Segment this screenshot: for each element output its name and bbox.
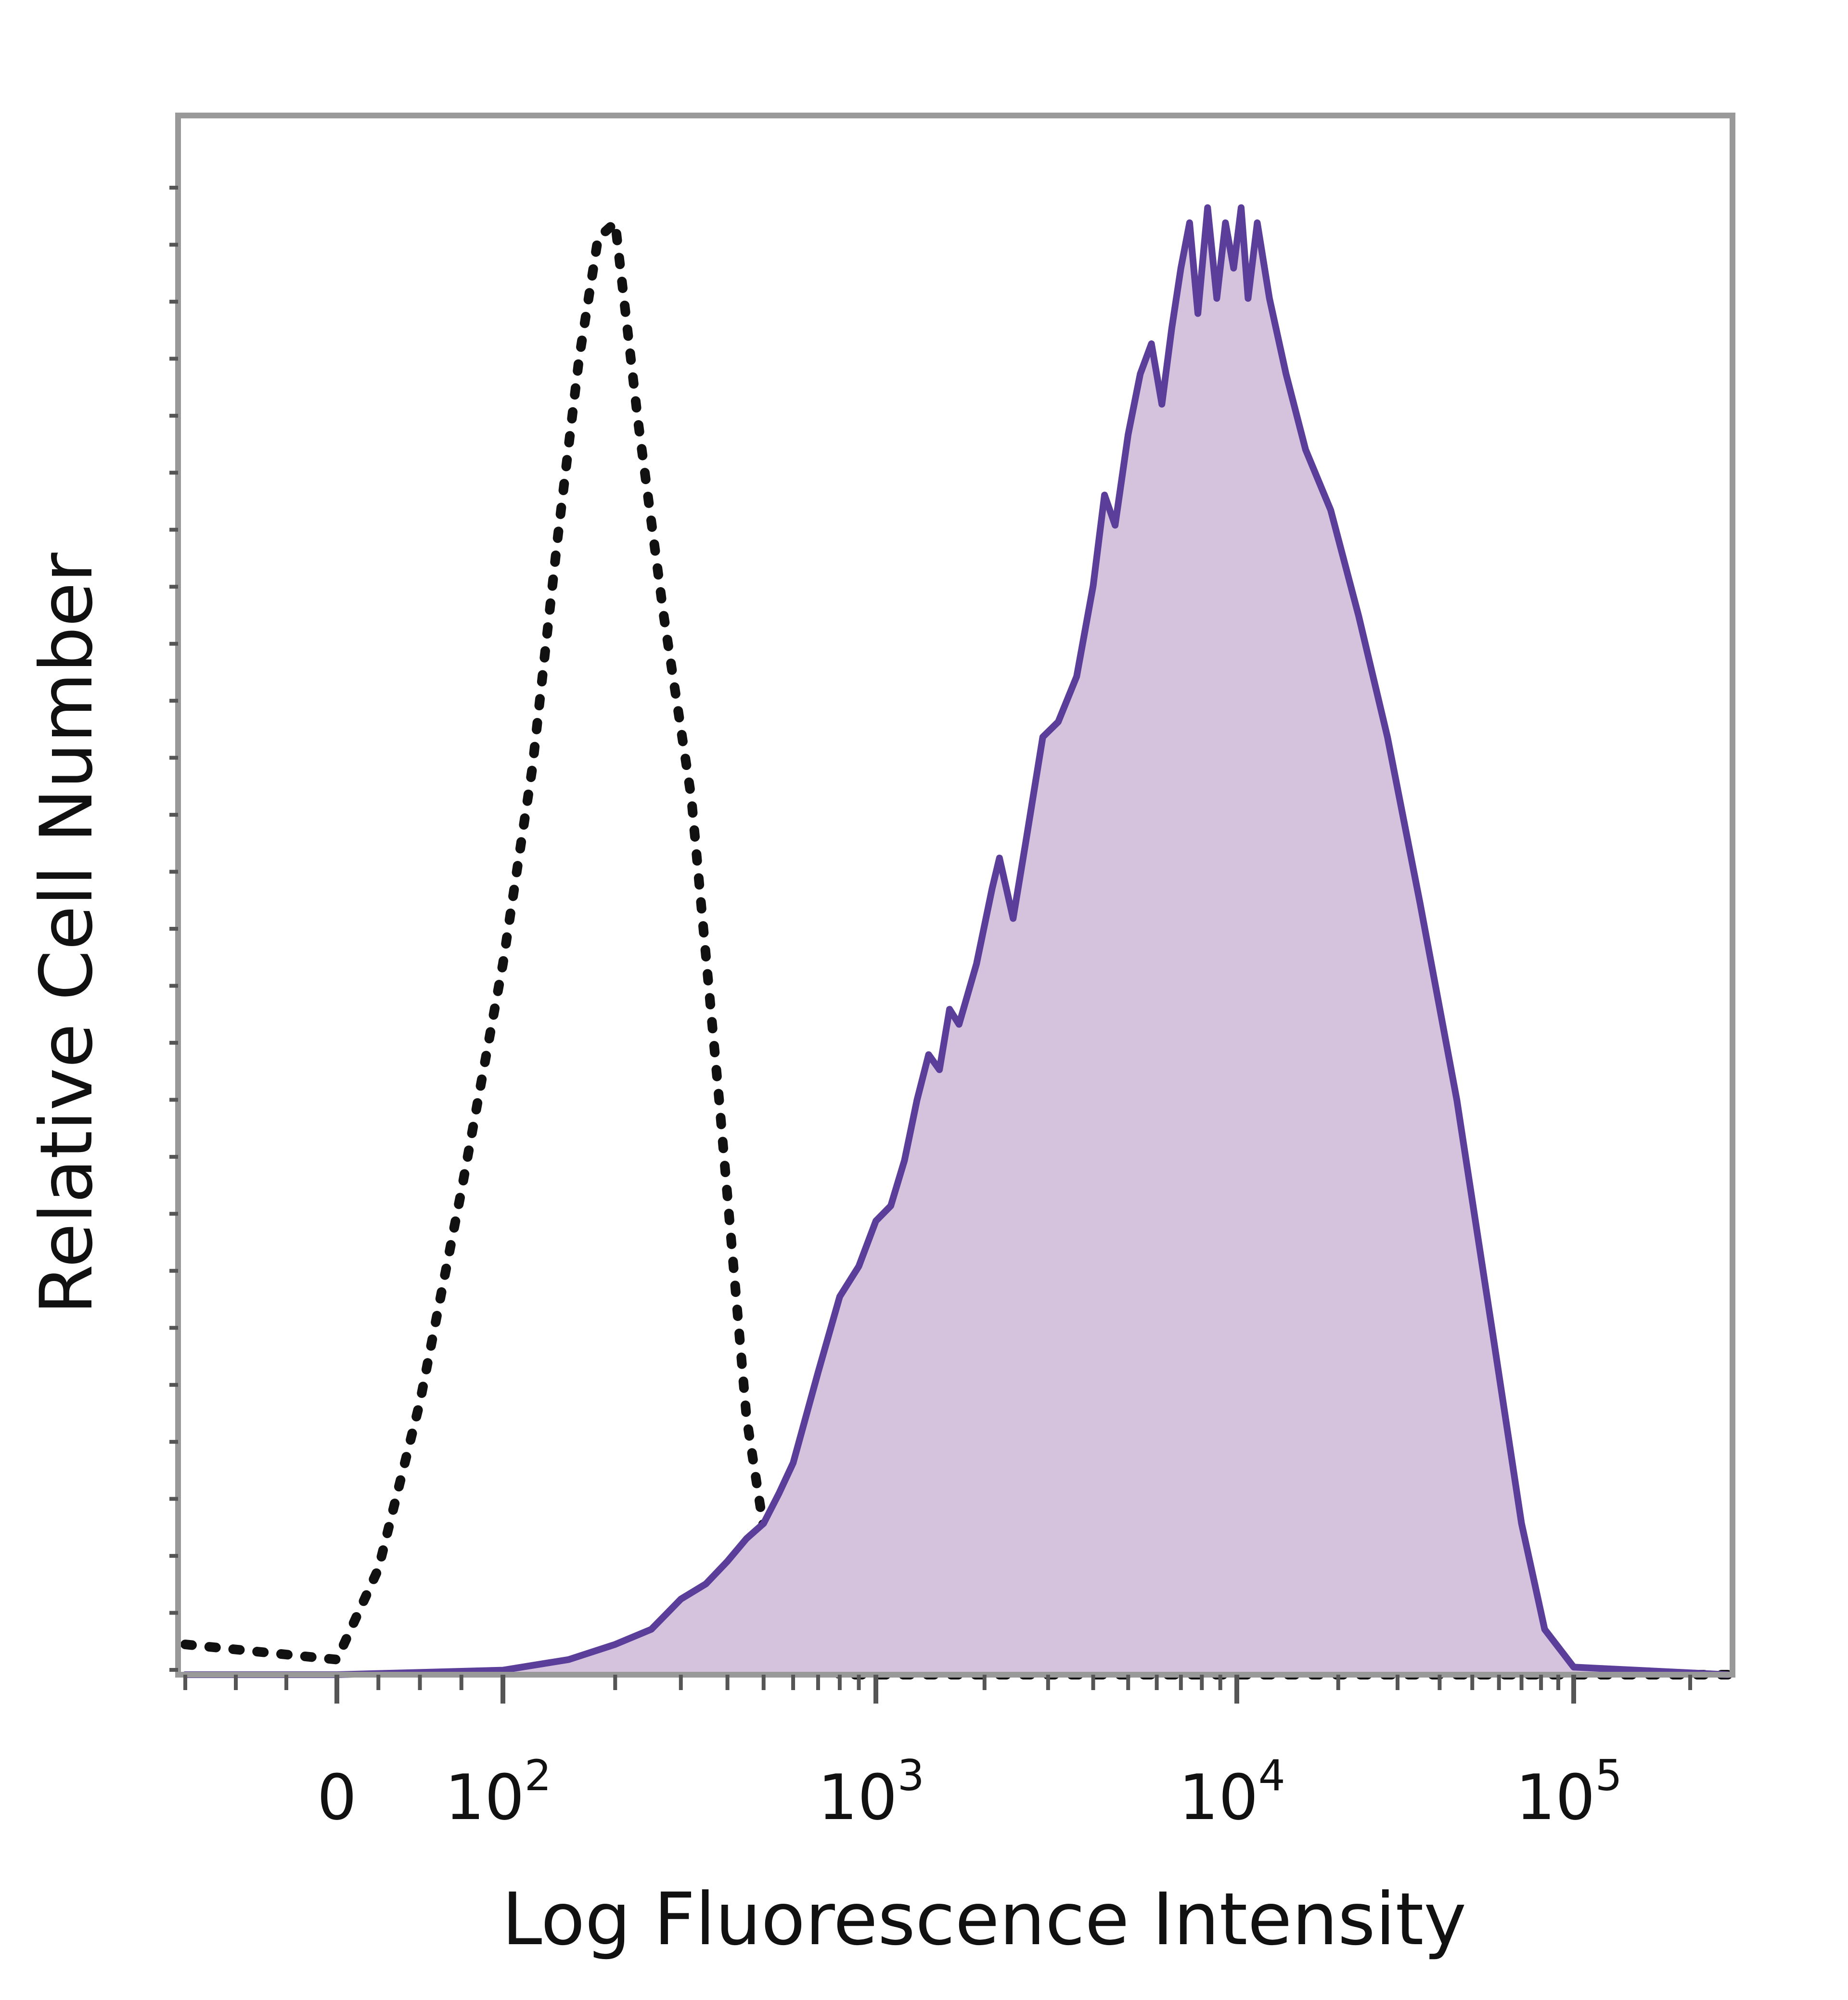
- x-tick-label: 103: [818, 1751, 924, 1834]
- x-tick-label: 102: [445, 1751, 551, 1834]
- x-axis-title: Log Fluorescence Intensity: [502, 1878, 1466, 1962]
- x-tick-label: 105: [1515, 1751, 1622, 1834]
- x-tick-label: 0: [317, 1761, 357, 1834]
- plot-layer: [180, 204, 1732, 1679]
- x-tick-label: 104: [1179, 1751, 1285, 1834]
- series-1-line: [182, 204, 1731, 1678]
- y-axis-title: Relative Cell Number: [25, 552, 109, 1315]
- plot-frame: [175, 113, 1735, 1678]
- x-tick-labels: 0 102 103 104 105: [317, 1751, 1622, 1834]
- series-1-area: [185, 207, 1728, 1675]
- minor-ticks: [169, 186, 1693, 1704]
